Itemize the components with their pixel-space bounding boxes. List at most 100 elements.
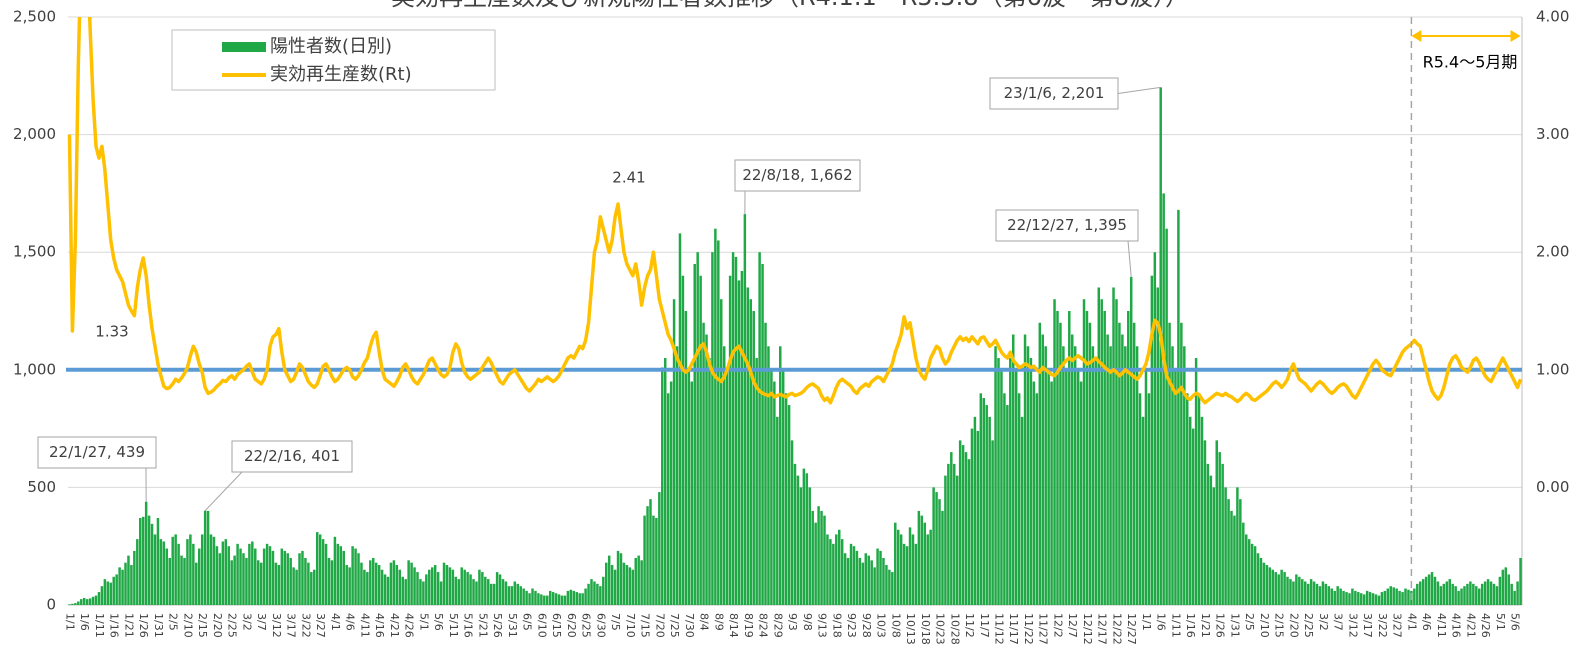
bar — [1448, 579, 1451, 605]
x-tick-label: 2/5 — [167, 613, 180, 631]
bar — [1168, 322, 1171, 605]
y-tick-label: 1,000 — [13, 360, 56, 378]
bar — [495, 572, 499, 605]
bar — [637, 555, 640, 605]
bar — [1424, 576, 1428, 605]
x-tick-label: 5/31 — [506, 613, 519, 638]
bar — [1138, 393, 1142, 605]
bar — [1463, 586, 1466, 605]
bar — [953, 463, 956, 605]
bar — [460, 567, 463, 605]
bar — [607, 555, 611, 605]
bar — [1354, 590, 1357, 605]
bar — [212, 536, 216, 605]
callout-box — [989, 77, 1119, 110]
bar — [970, 428, 974, 605]
x-tick-label: 2/25 — [1302, 613, 1315, 638]
bar — [274, 562, 278, 605]
x-tick-label: 11/12 — [993, 613, 1006, 645]
bar — [147, 515, 151, 605]
bar — [224, 539, 228, 605]
bar — [1171, 346, 1174, 605]
bar — [1141, 416, 1145, 605]
bar — [838, 529, 841, 605]
bar — [1245, 534, 1248, 605]
bar — [380, 569, 384, 605]
bar — [501, 579, 505, 605]
bar — [1230, 510, 1233, 605]
x-tick-label: 10/23 — [934, 613, 947, 645]
bar — [1017, 393, 1021, 605]
x-tick-label: 10/3 — [875, 613, 888, 638]
bar — [1088, 322, 1092, 605]
bar — [1047, 369, 1050, 605]
bar — [658, 492, 661, 605]
bar — [1191, 428, 1195, 605]
bar — [929, 529, 932, 605]
bar — [1274, 572, 1277, 605]
x-tick-label: 7/15 — [639, 613, 652, 638]
bar — [133, 550, 136, 605]
bar — [1360, 593, 1363, 605]
bar — [566, 590, 570, 605]
bar — [1106, 334, 1109, 605]
x-tick-label: 3/27 — [1391, 613, 1404, 638]
bar — [1392, 587, 1395, 605]
bar — [327, 557, 331, 605]
bar — [1053, 299, 1056, 605]
bar — [593, 581, 596, 605]
bar — [357, 553, 360, 605]
bar — [442, 562, 446, 605]
bar — [1247, 539, 1251, 605]
bar — [1180, 322, 1183, 605]
bar — [1233, 515, 1236, 605]
bar — [858, 557, 862, 605]
bar — [307, 562, 310, 605]
bar — [139, 517, 142, 605]
bar — [935, 492, 938, 605]
bar — [1368, 592, 1372, 605]
bar — [923, 522, 927, 605]
callout-label: 22/12/27, 1,395 — [1007, 216, 1127, 234]
bar — [1298, 576, 1301, 605]
bar — [917, 510, 921, 605]
bar — [1073, 346, 1077, 605]
bar — [510, 586, 514, 605]
bar — [540, 594, 543, 605]
bar — [1000, 369, 1003, 605]
chart-title: 実効再生産数及び新規陽性者数推移（R4.1.1～R5.5.8（第6波～第8波）） — [391, 0, 1189, 11]
plot — [66, 17, 1523, 605]
bar — [1312, 581, 1316, 605]
bar — [472, 579, 475, 605]
x-tick-label: 5/6 — [1509, 613, 1522, 631]
bar — [206, 510, 210, 605]
bar — [666, 393, 670, 605]
bar — [1112, 287, 1115, 605]
bar — [1023, 334, 1027, 605]
bar — [1469, 581, 1472, 605]
bar — [1203, 440, 1207, 605]
bar — [932, 487, 935, 605]
x-tick-label: 4/16 — [373, 613, 386, 638]
bar — [504, 581, 508, 605]
x-tick-label: 3/22 — [1376, 613, 1389, 638]
x-tick-label: 11/22 — [1022, 613, 1035, 645]
bar — [1186, 393, 1189, 605]
bar — [487, 579, 490, 605]
bar — [767, 346, 770, 605]
bar — [1091, 346, 1095, 605]
bar — [419, 579, 422, 605]
bar — [82, 597, 86, 605]
x-tick-label: 11/17 — [1007, 613, 1020, 645]
bar — [994, 346, 997, 605]
bar — [292, 567, 295, 605]
bar — [755, 358, 758, 605]
x-tick-label: 9/23 — [845, 613, 858, 638]
bar — [1295, 574, 1298, 605]
bar — [728, 275, 732, 605]
bar — [1451, 583, 1454, 605]
bar — [265, 543, 269, 605]
bar — [1009, 358, 1012, 605]
bar — [318, 534, 322, 605]
